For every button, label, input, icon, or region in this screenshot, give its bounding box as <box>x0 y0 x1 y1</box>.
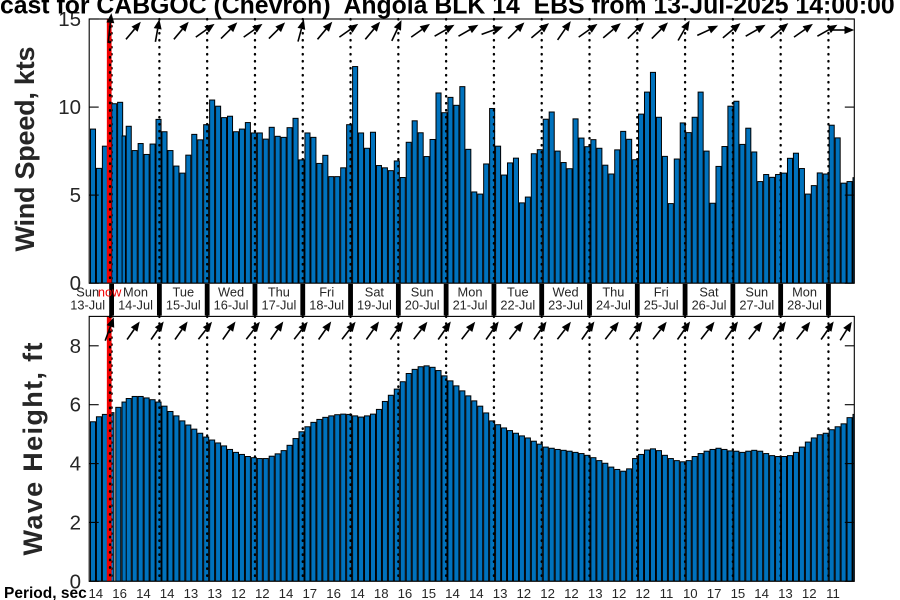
svg-text:2: 2 <box>70 511 81 534</box>
svg-text:17-Jul: 17-Jul <box>261 298 296 313</box>
svg-text:14-Jul: 14-Jul <box>118 298 153 313</box>
svg-text:0: 0 <box>70 570 81 593</box>
svg-text:Sun: Sun <box>76 285 99 300</box>
svg-text:now: now <box>98 285 122 300</box>
svg-text:15-Jul: 15-Jul <box>166 298 201 313</box>
svg-text:13: 13 <box>588 586 603 600</box>
svg-text:15: 15 <box>731 586 746 600</box>
svg-text:Mon: Mon <box>123 285 148 300</box>
svg-text:0: 0 <box>70 272 81 295</box>
svg-text:Forecast for CABGOC (Chevron): Forecast for CABGOC (Chevron) Angola BLK… <box>0 0 900 20</box>
svg-text:12: 12 <box>802 586 817 600</box>
svg-text:Sun: Sun <box>411 285 434 300</box>
svg-text:8: 8 <box>70 335 81 358</box>
svg-text:11: 11 <box>660 586 674 600</box>
svg-text:Wave Height, ft: Wave Height, ft <box>18 343 48 556</box>
svg-text:16: 16 <box>112 586 127 600</box>
svg-text:Fri: Fri <box>319 285 334 300</box>
svg-text:12: 12 <box>612 586 627 600</box>
svg-text:Wed: Wed <box>553 285 579 300</box>
svg-text:21-Jul: 21-Jul <box>453 298 488 313</box>
svg-text:12: 12 <box>231 586 246 600</box>
svg-text:12: 12 <box>564 586 579 600</box>
svg-text:Thu: Thu <box>268 285 290 300</box>
svg-text:19-Jul: 19-Jul <box>357 298 392 313</box>
svg-text:14: 14 <box>88 586 103 600</box>
svg-text:Sat: Sat <box>365 285 385 300</box>
svg-text:10: 10 <box>683 586 698 600</box>
svg-text:22-Jul: 22-Jul <box>500 298 535 313</box>
svg-text:13: 13 <box>778 586 793 600</box>
svg-text:23-Jul: 23-Jul <box>548 298 583 313</box>
svg-text:17: 17 <box>302 586 317 600</box>
svg-text:13-Jul: 13-Jul <box>70 298 105 313</box>
svg-text:Wind Speed, kts: Wind Speed, kts <box>10 47 40 252</box>
svg-text:Sat: Sat <box>699 285 719 300</box>
svg-text:4: 4 <box>70 453 81 476</box>
svg-text:Mon: Mon <box>458 285 483 300</box>
svg-text:14: 14 <box>160 586 175 600</box>
svg-text:18-Jul: 18-Jul <box>309 298 344 313</box>
svg-text:13: 13 <box>493 586 508 600</box>
svg-text:17: 17 <box>707 586 722 600</box>
svg-text:14: 14 <box>279 586 294 600</box>
svg-text:Period, sec: Period, sec <box>4 585 87 600</box>
svg-text:12: 12 <box>255 586 270 600</box>
svg-text:Mon: Mon <box>792 285 817 300</box>
svg-text:12: 12 <box>635 586 650 600</box>
svg-text:15: 15 <box>58 8 81 31</box>
svg-text:24-Jul: 24-Jul <box>596 298 631 313</box>
svg-text:16: 16 <box>398 586 413 600</box>
svg-text:Tue: Tue <box>173 285 195 300</box>
svg-text:20-Jul: 20-Jul <box>405 298 440 313</box>
svg-text:13: 13 <box>207 586 222 600</box>
svg-text:15: 15 <box>421 586 436 600</box>
svg-text:5: 5 <box>70 184 81 207</box>
svg-text:Tue: Tue <box>507 285 529 300</box>
svg-text:6: 6 <box>70 394 81 417</box>
svg-text:14: 14 <box>469 586 484 600</box>
svg-text:25-Jul: 25-Jul <box>644 298 679 313</box>
svg-text:26-Jul: 26-Jul <box>692 298 727 313</box>
svg-text:14: 14 <box>754 586 769 600</box>
svg-text:Thu: Thu <box>602 285 624 300</box>
svg-text:16-Jul: 16-Jul <box>214 298 249 313</box>
svg-text:28-Jul: 28-Jul <box>787 298 822 313</box>
svg-text:27-Jul: 27-Jul <box>739 298 774 313</box>
svg-text:14: 14 <box>136 586 151 600</box>
svg-text:Fri: Fri <box>654 285 669 300</box>
svg-text:18: 18 <box>374 586 389 600</box>
svg-text:Sun: Sun <box>745 285 768 300</box>
svg-text:14: 14 <box>445 586 460 600</box>
svg-text:13: 13 <box>184 586 199 600</box>
svg-text:16: 16 <box>326 586 341 600</box>
svg-text:12: 12 <box>516 586 531 600</box>
svg-text:10: 10 <box>58 96 81 119</box>
svg-text:12: 12 <box>540 586 555 600</box>
svg-text:14: 14 <box>350 586 365 600</box>
svg-text:11: 11 <box>826 586 840 600</box>
svg-text:Wed: Wed <box>218 285 244 300</box>
